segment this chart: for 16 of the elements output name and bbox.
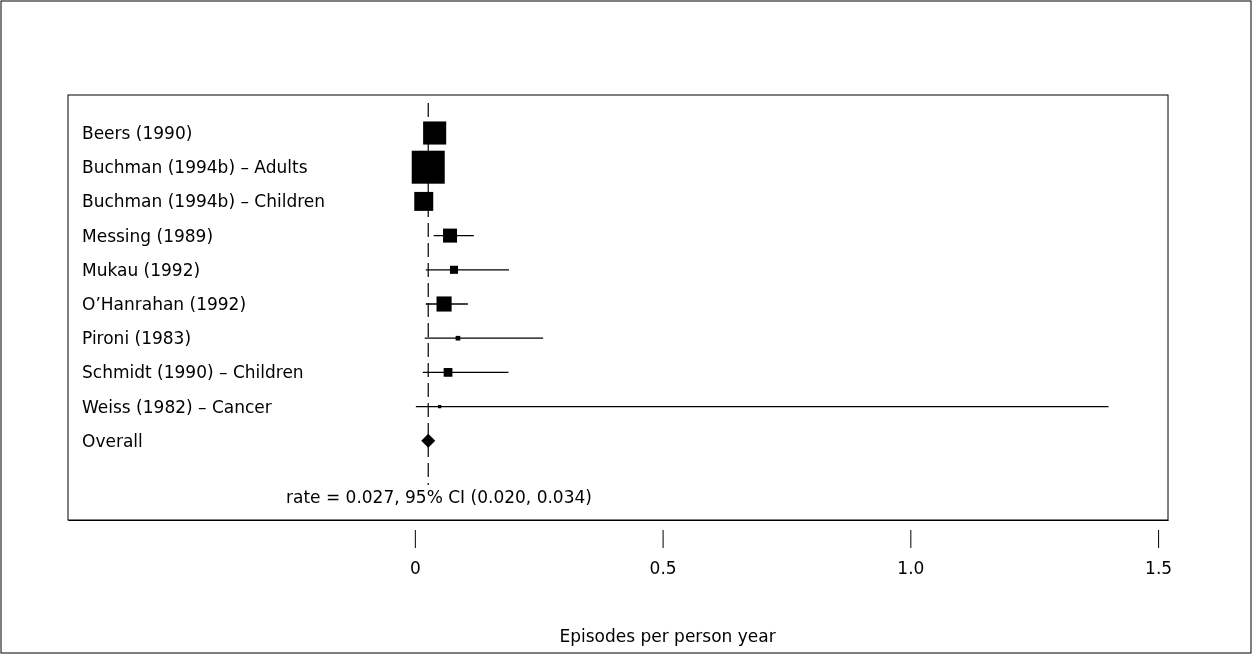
y-tick-label: Buchman (1994b) – Adults: [82, 157, 308, 178]
y-tick-label: O’Hanrahan (1992): [82, 293, 247, 314]
y-tick-label: Overall: [82, 430, 143, 451]
y-tick-label: Mukau (1992): [82, 259, 201, 280]
y-tick-label: Buchman (1994b) – Children: [82, 191, 326, 212]
text: rate = 0.027, 95% CI (0.020, 0.034): [286, 487, 592, 507]
x-tick-label: 0.5: [649, 558, 677, 579]
x-tick-label: 1.5: [1145, 558, 1173, 579]
x-axis-title: Episodes per person year: [559, 626, 776, 646]
y-tick-label: Schmidt (1990) – Children: [82, 362, 304, 383]
x-tick-label: 0: [409, 558, 421, 579]
x-tick-label: 1.0: [897, 558, 925, 579]
y-tick-label: Beers (1990): [82, 122, 193, 143]
y-tick-label: Pironi (1983): [82, 328, 192, 349]
y-tick-label: Weiss (1982) – Cancer: [82, 396, 272, 417]
y-tick-label: Messing (1989): [82, 225, 214, 246]
